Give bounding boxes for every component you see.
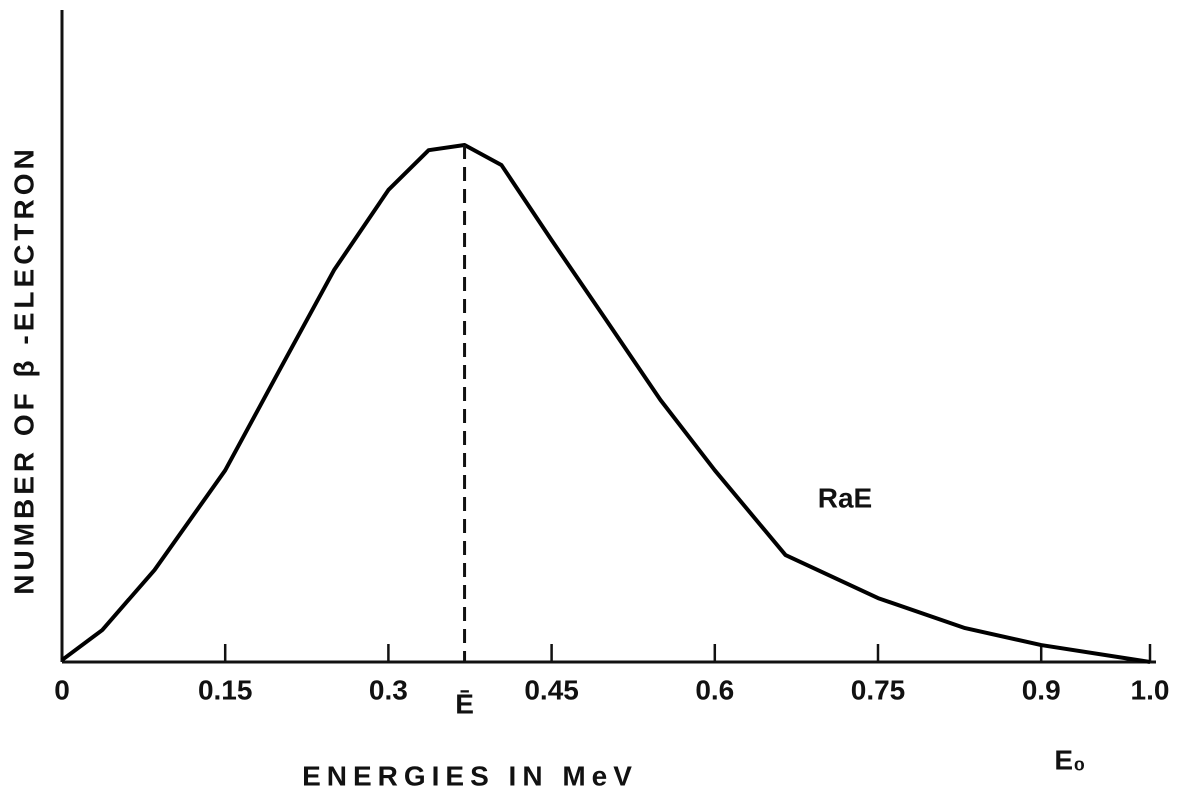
endpoint-label: E₀ <box>1054 744 1085 775</box>
series-label: RaE <box>818 482 872 513</box>
mean-energy-label: Ē <box>455 688 474 719</box>
x-tick-label: 0.15 <box>198 674 253 705</box>
curve <box>60 142 1151 664</box>
y-axis-label: NUMBER OF β -ELECTRON <box>8 145 39 595</box>
x-tick-label: 0.75 <box>851 674 906 705</box>
x-axis-label: ENERGIES IN MeV <box>302 760 638 791</box>
x-tick-label: 0 <box>54 674 70 705</box>
x-tick-label: 1.0 <box>1131 674 1170 705</box>
x-tick-label: 0.3 <box>369 674 408 705</box>
x-tick-label: 0.6 <box>695 674 734 705</box>
x-tick-label: 0.45 <box>524 674 579 705</box>
x-tick-label: 0.9 <box>1022 674 1061 705</box>
